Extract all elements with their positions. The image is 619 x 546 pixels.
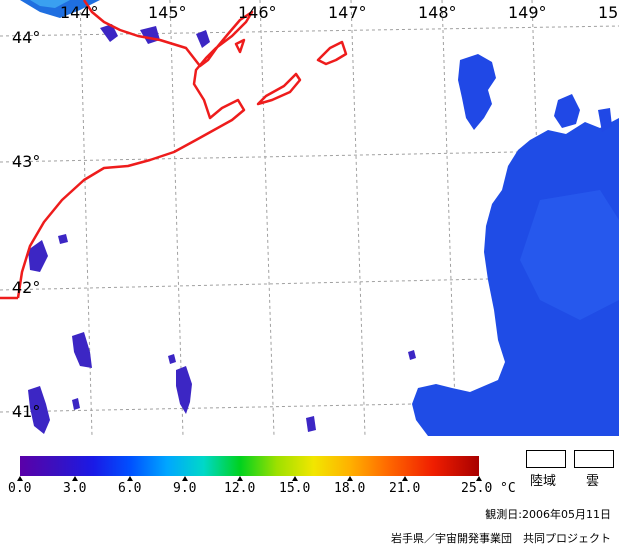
colorbar-tick [402, 476, 408, 481]
cloud-legend-swatch [574, 450, 614, 468]
lat-label-42: 42° [12, 278, 41, 297]
lon-label-146: 146° [238, 3, 277, 22]
colorbar-tick [237, 476, 243, 481]
land-legend-label: 陸域 [530, 474, 557, 489]
colorbar-label-12: 12.0 [224, 481, 256, 496]
lon-label-144: 144° [60, 3, 99, 22]
lon-label-147: 147° [328, 3, 367, 22]
colorbar-tick [17, 476, 23, 481]
coastline [16, 0, 348, 299]
colorbar-label-25: 25.0 [461, 481, 493, 496]
lat-label-44: 44° [12, 28, 41, 47]
colorbar-tick [476, 476, 482, 481]
colorbar-tick [127, 476, 133, 481]
sea-patch-west [28, 240, 48, 272]
lon-label-148: 148° [418, 3, 457, 22]
sea-patch-north [458, 54, 496, 130]
colorbar-label-3: 3.0 [63, 481, 87, 496]
colorbar-label-6: 6.0 [118, 481, 142, 496]
temperature-colorbar [20, 456, 479, 476]
lon-label-149: 149° [508, 3, 547, 22]
colorbar-tick [182, 476, 188, 481]
lon-label-150: 15 [598, 3, 619, 22]
colorbar-label-21: 21.0 [389, 481, 421, 496]
colorbar-tick [347, 476, 353, 481]
temperature-unit: °C [500, 481, 516, 496]
land-legend-swatch [526, 450, 566, 468]
colorbar-label-15: 15.0 [279, 481, 311, 496]
cloud-legend-label: 雲 [586, 474, 600, 489]
colorbar-tick [72, 476, 78, 481]
credit-text: 岩手県／宇宙開発事業団 共同プロジェクト [391, 532, 611, 545]
colorbar-tick [292, 476, 298, 481]
sea-surface-temperature-map [0, 0, 619, 436]
lon-label-145: 145° [148, 3, 187, 22]
lat-label-43: 43° [12, 152, 41, 171]
observation-date: 観測日:2006年05月11日 [485, 508, 611, 521]
graticule [0, 0, 619, 436]
lat-label-41: 41° [12, 402, 41, 421]
colorbar-label-9: 9.0 [173, 481, 197, 496]
colorbar-label-0: 0.0 [8, 481, 32, 496]
colorbar-label-18: 18.0 [334, 481, 366, 496]
